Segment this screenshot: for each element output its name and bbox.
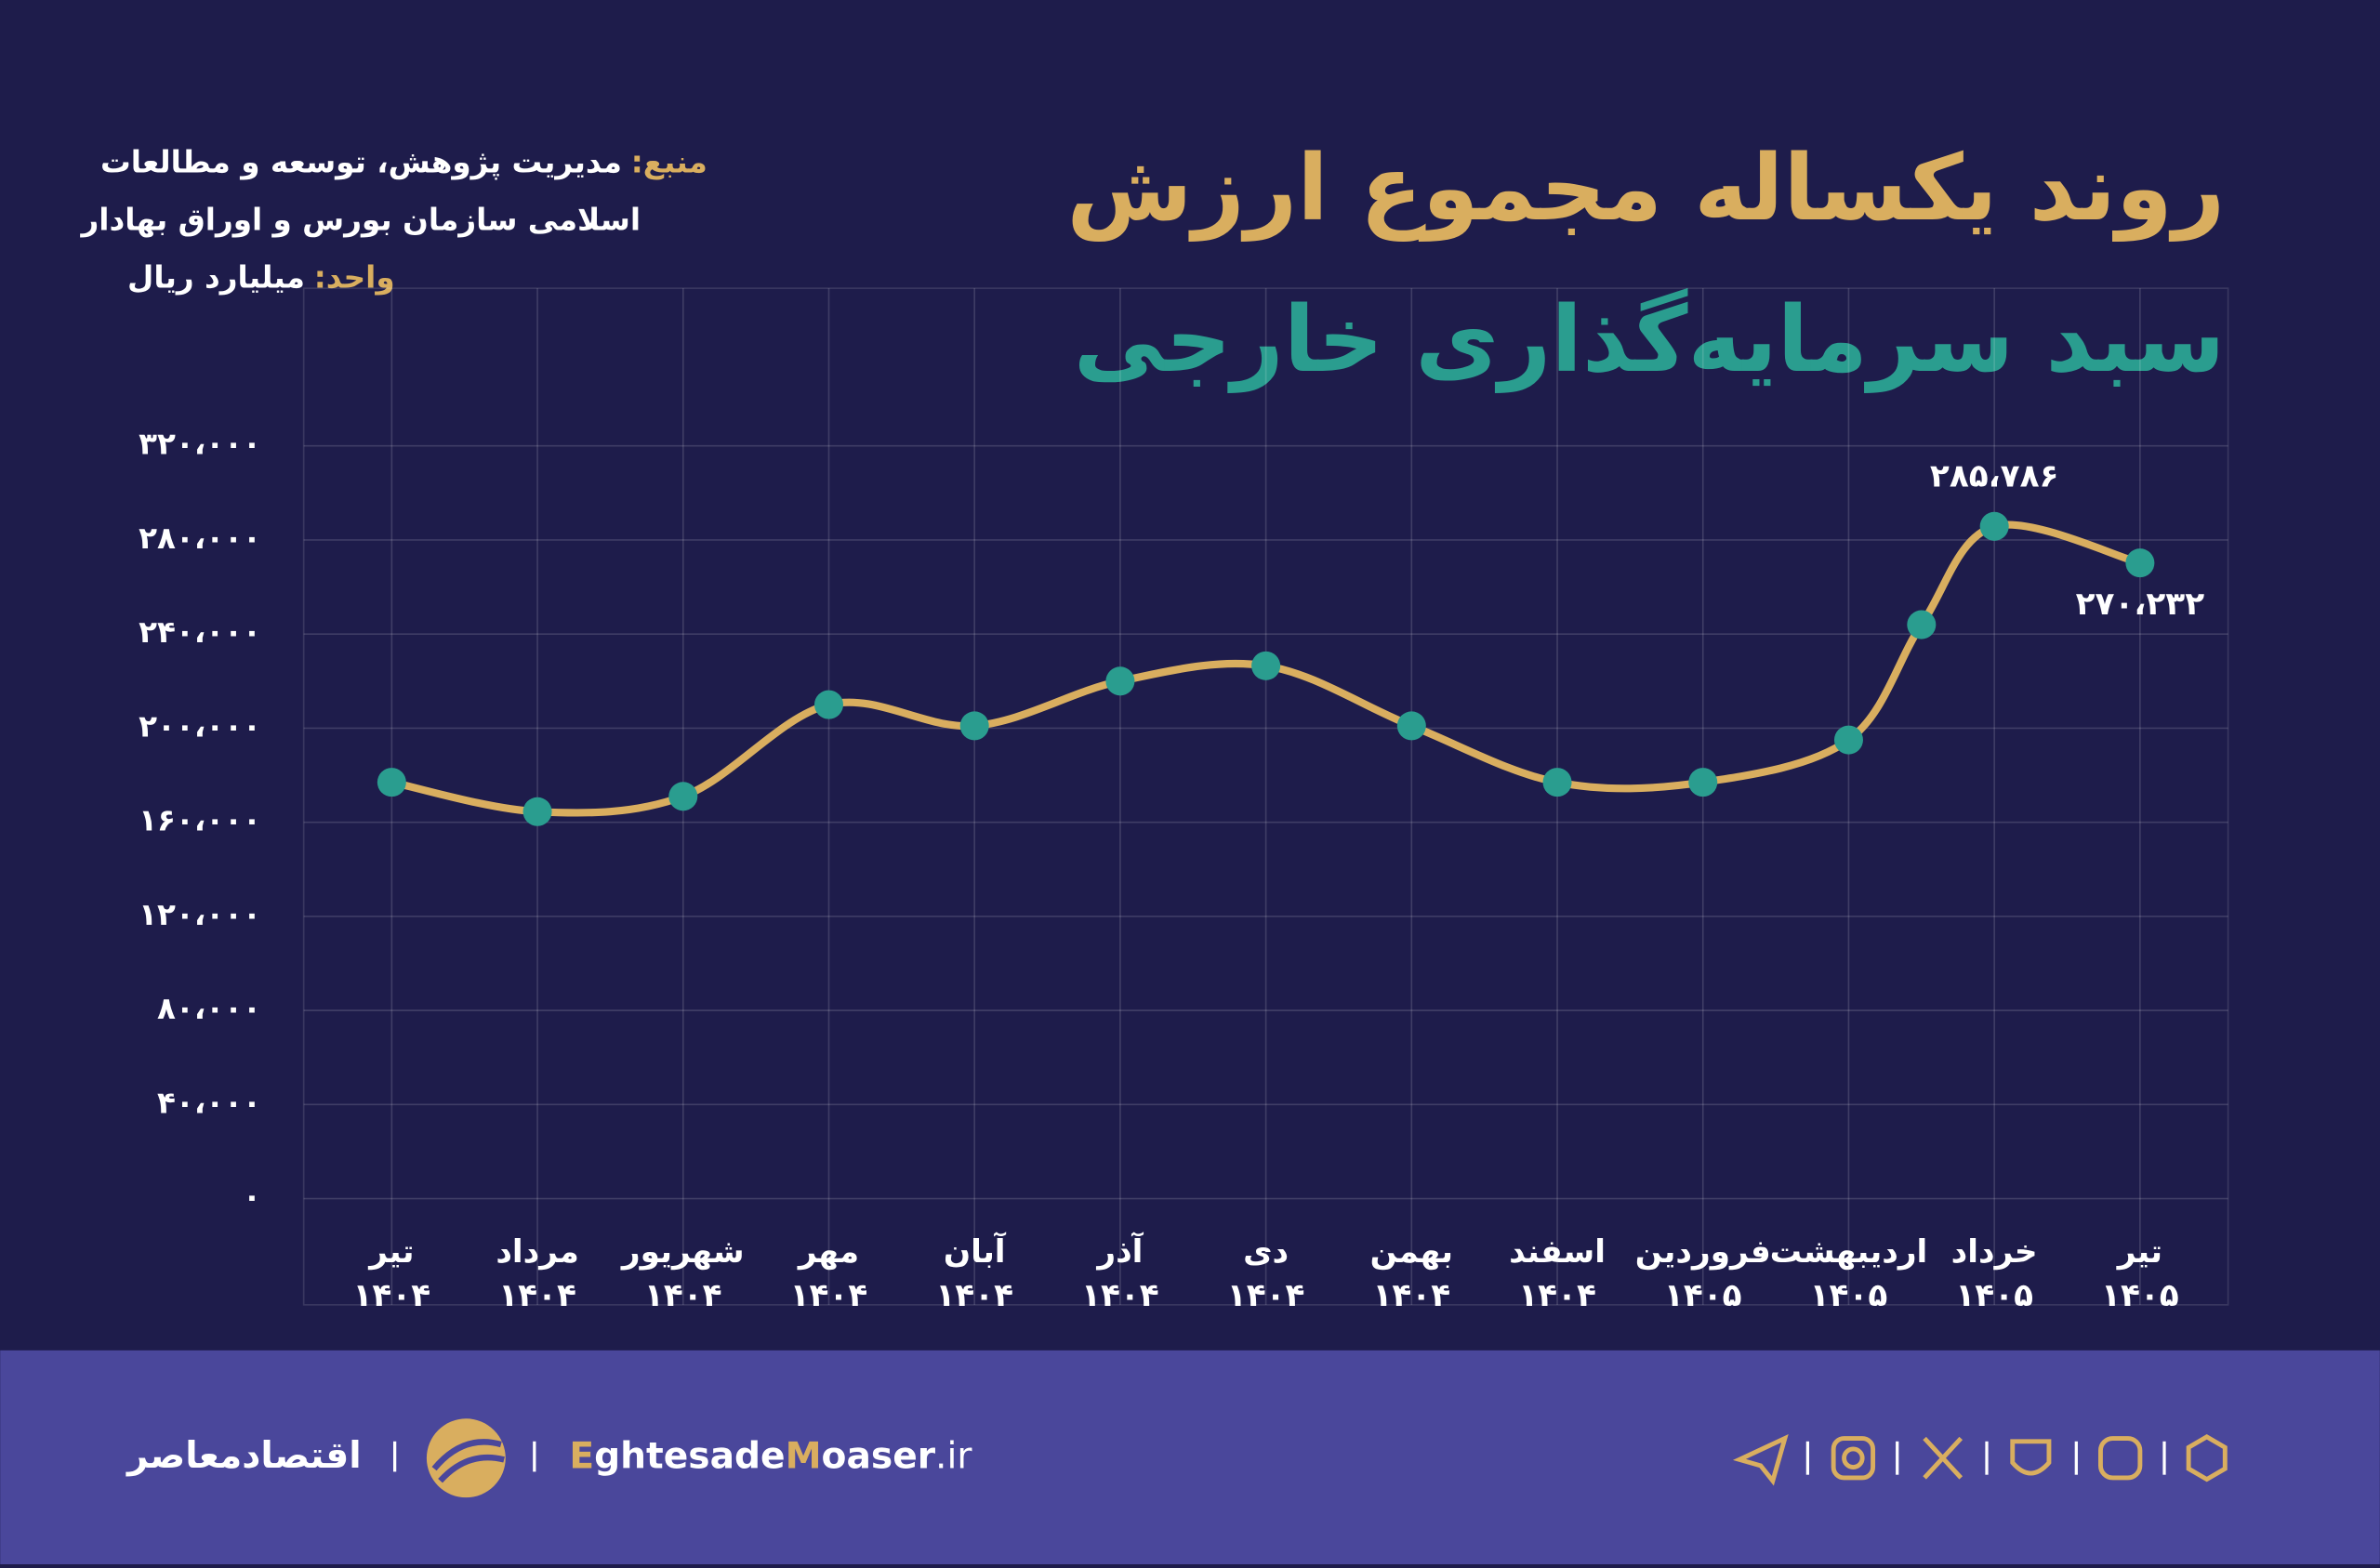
instagram-icon-lens <box>1842 1446 1865 1469</box>
brand: اقتصادمعاصر <box>126 1435 362 1477</box>
y-tick-label: ۸۰،۰۰۰ <box>157 991 261 1026</box>
y-tick-label: ۲۸۰،۰۰۰ <box>139 520 261 556</box>
chart-title: روند یکساله مجموع ارزش <box>1066 136 2225 243</box>
y-tick-label: ۴۰،۰۰۰ <box>157 1085 261 1120</box>
x-tick-year: ۱۴۰۵ <box>2101 1277 2179 1314</box>
x-tick-label: دی <box>1243 1233 1289 1271</box>
y-tick-label: ۳۲۰،۰۰۰ <box>139 427 261 462</box>
plot: ۰ ۴۰،۰۰۰ ۸۰،۰۰۰ ۱۲۰،۰۰۰ ۱۶۰،۰۰۰ ۲۰۰،۰۰۰ ۲۴۰،۰۰… <box>139 287 2229 1314</box>
source-label: منبع: <box>631 144 707 179</box>
x-tick-year: ۱۴۰۴ <box>1227 1277 1305 1314</box>
site-part: ghtesade <box>594 1435 786 1477</box>
background <box>0 0 2380 1351</box>
point <box>1907 610 1937 639</box>
y-tick-label: ۱۶۰،۰۰۰ <box>139 803 261 838</box>
point <box>1105 666 1135 696</box>
point <box>1251 651 1281 680</box>
icon-separators <box>1805 1441 2166 1475</box>
y-tick-label: ۲۰۰،۰۰۰ <box>139 708 261 744</box>
chart-subtitle: سبد سرمایه‌گذاری خارجی <box>1074 287 2226 393</box>
unit-label: واحد: <box>314 259 395 296</box>
x-tick-label: اسفند <box>1509 1233 1606 1271</box>
site-part: M <box>786 1435 822 1477</box>
point <box>1833 725 1863 755</box>
site-part: E <box>569 1435 594 1477</box>
x-tick-label: تیر <box>2116 1233 2162 1271</box>
x-tick-year: ۱۴۰۵ <box>1955 1277 2033 1314</box>
point <box>813 690 843 719</box>
x-icon[interactable] <box>1923 1436 1964 1480</box>
x-tick-year: ۱۴۰۴ <box>498 1277 576 1314</box>
app-icon[interactable] <box>2010 1439 2052 1476</box>
x-tick-year: ۱۴۰۴ <box>1081 1277 1159 1314</box>
x-tick-label: مرداد <box>496 1233 578 1271</box>
unit-text: میلیارد ریال <box>127 259 305 295</box>
telegram-icon[interactable] <box>1732 1434 1789 1486</box>
x-tick-label: شهریور <box>620 1233 745 1271</box>
y-tick-label: ۱۲۰،۰۰۰ <box>139 897 261 932</box>
point <box>1542 768 1572 797</box>
social-icons <box>1732 1434 2228 1486</box>
site-part: .ir <box>935 1435 972 1477</box>
point <box>1979 511 2009 541</box>
x-tick-label: مهر <box>797 1233 859 1271</box>
source-text: اسلامی سازمان بورس و اوراق بهادار <box>79 202 641 238</box>
x-tick-year: ۱۴۰۴ <box>790 1277 868 1314</box>
eitaa-icon[interactable] <box>2097 1436 2143 1481</box>
plot-frame <box>302 287 2229 1306</box>
y-tick-label: ۲۴۰،۰۰۰ <box>139 614 261 650</box>
point <box>2125 548 2155 578</box>
x-tick-label: خرداد <box>1951 1233 2038 1271</box>
x-tick-year: ۱۴۰۵ <box>1810 1277 1888 1314</box>
x-tick-year: ۱۴۰۴ <box>644 1277 722 1314</box>
x-tick-year: ۱۴۰۵ <box>1664 1277 1742 1314</box>
data-label: ۲۷۰،۲۳۲ <box>2076 586 2205 623</box>
point <box>522 797 552 826</box>
x-tick-label: فروردین <box>1635 1233 1771 1271</box>
point <box>668 782 698 811</box>
x-tick-year: ۱۴۰۴ <box>353 1277 431 1314</box>
x-tick-label: آذر <box>1095 1232 1144 1271</box>
point <box>377 768 406 797</box>
rubika-icon[interactable] <box>2186 1434 2228 1482</box>
y-tick-label: ۰ <box>243 1179 261 1215</box>
x-tick-year: ۱۴۰۴ <box>1518 1277 1596 1314</box>
x-tick-label: آبان <box>944 1232 1007 1271</box>
x-tick-label: بهمن <box>1370 1233 1453 1271</box>
site-part: oaser <box>822 1435 936 1477</box>
x-tick-year: ۱۴۰۴ <box>1372 1277 1450 1314</box>
x-tick-year: ۱۴۰۴ <box>935 1277 1013 1314</box>
point <box>959 711 989 741</box>
source-text: مدیریت پژوهش، توسعه و مطالعات <box>100 144 622 180</box>
point <box>1396 711 1426 741</box>
data-label: ۲۸۵،۷۸۶ <box>1930 458 2059 495</box>
site: EghtesadeMoaser.ir <box>569 1435 972 1477</box>
source: منبع: مدیریت پژوهش، توسعه و مطالعات <box>100 144 707 180</box>
unit: واحد:میلیارد ریال <box>127 259 395 296</box>
instagram-icon[interactable] <box>1831 1436 1876 1481</box>
footer-bar <box>0 1350 2380 1564</box>
x-tick-label: تیر <box>367 1233 414 1271</box>
x-tick-label: اردیبهشت <box>1770 1233 1928 1271</box>
logo-mark <box>431 1439 505 1483</box>
point <box>1688 768 1718 797</box>
